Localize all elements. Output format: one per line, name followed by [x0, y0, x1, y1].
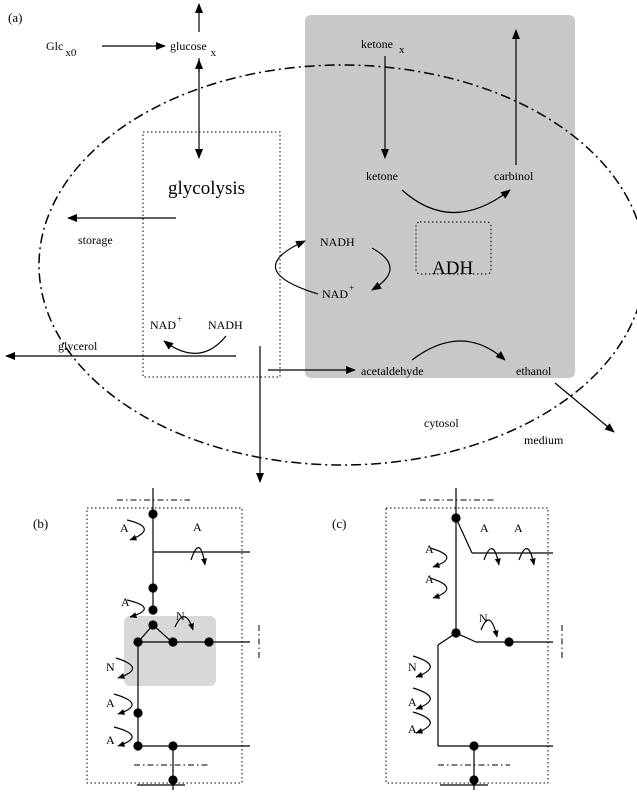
acetaldehyde-to-ethanol-arrow [411, 340, 506, 361]
nad-right-label: NAD+ [322, 283, 354, 301]
panel-c-label: A [425, 542, 434, 556]
panel-b-label: A [106, 696, 115, 710]
glycolysis-box [142, 131, 281, 378]
ethanol-label: ethanol [516, 364, 552, 378]
glycolysis-label: glycolysis [168, 178, 245, 199]
cofactor-hook [113, 726, 133, 747]
glycerol-label: glycerol [58, 339, 98, 353]
panel-c-label: A [425, 572, 434, 586]
ketone-x-label: ketone x [361, 37, 405, 56]
nadh-left-label: NADH [208, 318, 243, 332]
adh-label: ADH [432, 258, 473, 279]
node [504, 637, 514, 647]
node [168, 637, 178, 647]
shaded-compartment [305, 15, 575, 378]
panel-b-highlight [124, 616, 216, 686]
cofactor-hook [412, 711, 431, 734]
node [469, 741, 479, 751]
panel-c-label: A [480, 521, 489, 535]
cofactor-hook [174, 616, 194, 631]
panel-c-diag [455, 517, 473, 554]
node [133, 637, 143, 647]
cofactor-hook [518, 548, 536, 566]
ethanol-export-arrow [554, 382, 615, 433]
panel-c-label: N [408, 660, 417, 674]
glucose-label: glucose x [170, 39, 217, 59]
adh-box [415, 221, 492, 275]
cofactor-hook [190, 547, 207, 566]
cofactor-hook [429, 547, 448, 568]
cofactor-hook [412, 655, 431, 678]
node [148, 605, 158, 615]
medium-label: medium [524, 433, 564, 447]
node [469, 775, 479, 785]
panel-label-a: (a) [8, 10, 22, 25]
panel-b-label: A [120, 521, 129, 535]
panel-b-label: A [193, 520, 202, 534]
cofactor-hook [483, 548, 501, 566]
cofactor-hook [115, 657, 134, 679]
nadh-to-nad-left-arrow [163, 335, 227, 354]
cofactor-hook [429, 577, 448, 599]
cytosol-label: cytosol [424, 416, 459, 430]
acetaldehyde-label: acetaldehyde [361, 364, 424, 378]
panel-b-label: A [106, 733, 115, 747]
panel-label-b: (b) [33, 516, 48, 531]
cofactor-hook [126, 519, 145, 541]
glc-label: Glc x0 [46, 39, 77, 59]
node [168, 741, 178, 751]
node [204, 637, 214, 647]
panel-c-label: N [479, 611, 488, 625]
panel-c-label: A [514, 521, 523, 535]
ketone-to-carbinol-arrow [401, 189, 511, 214]
node [148, 509, 158, 519]
nadh-top-label: NADH [320, 235, 355, 249]
panel-b-label: N [106, 660, 115, 674]
carbinol-label: carbinol [494, 169, 534, 183]
panel-label-c: (c) [332, 516, 346, 531]
node [451, 628, 461, 638]
panel-b-label: N [176, 609, 185, 623]
ketone-label: ketone [366, 169, 398, 183]
node [148, 620, 158, 630]
node [133, 708, 143, 718]
node [168, 775, 178, 785]
nad-left-label: NAD+ [150, 314, 182, 332]
nad-to-nadh-arrow [274, 240, 319, 295]
cofactor-hook [126, 599, 145, 619]
panel-c-box [385, 507, 549, 784]
cofactor-hook [412, 687, 431, 710]
node [148, 583, 158, 593]
panel-c-label: A [408, 722, 417, 736]
node [451, 513, 461, 523]
storage-label: storage [78, 233, 113, 247]
node [133, 741, 143, 751]
panel-b-box [86, 507, 243, 784]
cofactor-hook [480, 619, 499, 638]
panel-b-label: A [121, 595, 130, 609]
cofactor-hook [113, 693, 133, 715]
nadh-to-nad-arrow [371, 247, 391, 291]
panel-c-label: A [408, 695, 417, 709]
